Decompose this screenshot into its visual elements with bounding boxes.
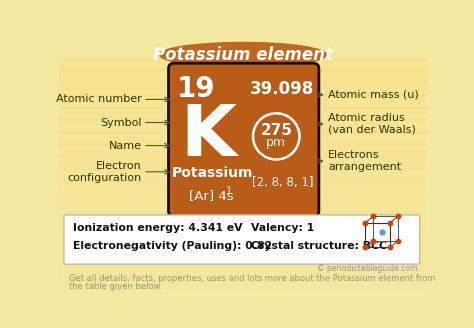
Bar: [59, 206, 427, 218]
Bar: [59, 58, 427, 70]
Text: Atomic radius
(van der Waals): Atomic radius (van der Waals): [328, 113, 416, 135]
Text: Valency: 1: Valency: 1: [251, 223, 315, 233]
Bar: [59, 267, 427, 279]
Text: Name: Name: [109, 141, 141, 151]
Text: 39.098: 39.098: [250, 80, 315, 98]
Text: Electronegativity (Pauling): 0.82: Electronegativity (Pauling): 0.82: [73, 241, 273, 251]
Bar: [59, 243, 427, 255]
Bar: [59, 169, 427, 181]
Bar: [59, 255, 427, 267]
Text: pm: pm: [266, 136, 286, 149]
Bar: [59, 230, 427, 243]
FancyBboxPatch shape: [169, 63, 319, 216]
Text: © periodictableguide.com: © periodictableguide.com: [317, 264, 417, 273]
Bar: [59, 194, 427, 206]
Text: Potassium: Potassium: [172, 166, 254, 179]
Text: Get all details, facts, properties, uses and lots more about the Potassium eleme: Get all details, facts, properties, uses…: [69, 274, 435, 282]
Text: [Ar] 4s: [Ar] 4s: [190, 189, 234, 202]
Bar: [59, 132, 427, 144]
Text: K: K: [180, 102, 236, 171]
Text: 19: 19: [176, 75, 215, 103]
Text: Symbol: Symbol: [100, 117, 141, 128]
FancyBboxPatch shape: [64, 215, 419, 264]
Text: Atomic mass (u): Atomic mass (u): [328, 90, 419, 100]
Text: 1: 1: [226, 186, 232, 196]
Bar: [59, 156, 427, 169]
Bar: [59, 279, 427, 292]
Bar: [59, 82, 427, 95]
Bar: [59, 218, 427, 230]
Bar: [59, 107, 427, 119]
Text: Atomic number: Atomic number: [55, 94, 141, 104]
Bar: [59, 292, 427, 304]
Text: 275: 275: [260, 123, 292, 138]
Bar: [59, 181, 427, 194]
Bar: [59, 70, 427, 82]
Text: Electron
configuration: Electron configuration: [67, 161, 141, 183]
Text: Crystal structure: BCC: Crystal structure: BCC: [251, 241, 387, 251]
Text: [2, 8, 8, 1]: [2, 8, 8, 1]: [252, 176, 313, 189]
Bar: [59, 144, 427, 156]
Ellipse shape: [160, 42, 326, 67]
Text: Potassium element: Potassium element: [153, 46, 333, 64]
Bar: [59, 119, 427, 132]
Text: the table given below.: the table given below.: [69, 282, 162, 291]
Text: Ionization energy: 4.341 eV: Ionization energy: 4.341 eV: [73, 223, 243, 233]
Text: Electrons
arrangement: Electrons arrangement: [328, 150, 401, 172]
Bar: [59, 95, 427, 107]
